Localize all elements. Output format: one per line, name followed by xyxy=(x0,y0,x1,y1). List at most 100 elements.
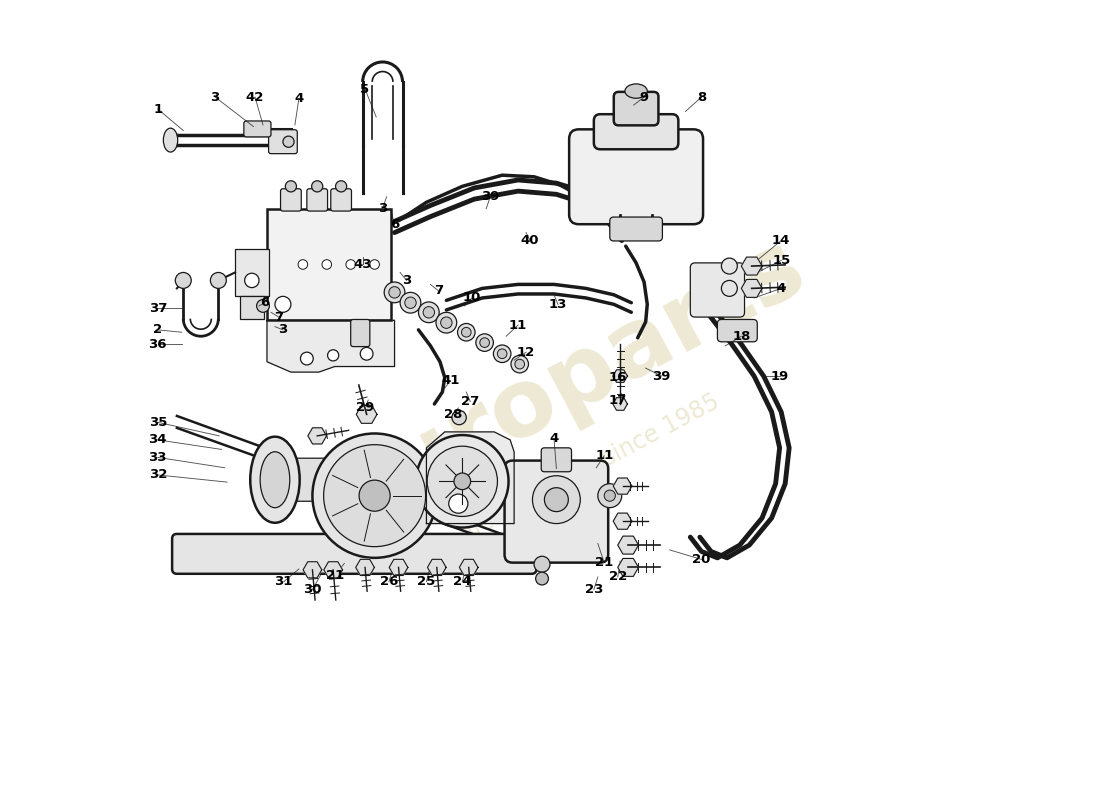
FancyBboxPatch shape xyxy=(268,130,297,154)
Text: 4: 4 xyxy=(294,92,304,105)
Circle shape xyxy=(322,260,331,270)
Text: 22: 22 xyxy=(608,570,627,583)
Circle shape xyxy=(436,312,456,333)
FancyBboxPatch shape xyxy=(717,319,757,342)
Circle shape xyxy=(494,345,510,362)
Polygon shape xyxy=(308,428,327,444)
Polygon shape xyxy=(355,559,374,575)
Circle shape xyxy=(388,286,400,298)
Circle shape xyxy=(384,282,405,302)
Circle shape xyxy=(416,435,508,527)
FancyBboxPatch shape xyxy=(280,189,301,211)
Text: 26: 26 xyxy=(379,575,398,588)
Polygon shape xyxy=(356,406,377,423)
Circle shape xyxy=(476,334,494,351)
Circle shape xyxy=(312,434,437,558)
Text: 4: 4 xyxy=(777,282,785,295)
Circle shape xyxy=(427,446,497,517)
Text: 4: 4 xyxy=(549,432,559,445)
Ellipse shape xyxy=(163,128,178,152)
Circle shape xyxy=(300,352,313,365)
Circle shape xyxy=(400,292,421,313)
Text: 21: 21 xyxy=(595,556,614,569)
FancyBboxPatch shape xyxy=(244,121,271,137)
Circle shape xyxy=(441,317,452,328)
FancyBboxPatch shape xyxy=(609,217,662,241)
Polygon shape xyxy=(304,562,322,578)
Circle shape xyxy=(359,480,390,511)
FancyBboxPatch shape xyxy=(594,114,679,150)
Text: 3: 3 xyxy=(278,323,287,336)
Text: 35: 35 xyxy=(148,416,167,429)
FancyBboxPatch shape xyxy=(240,296,264,318)
Polygon shape xyxy=(460,559,478,575)
Circle shape xyxy=(536,572,549,585)
FancyBboxPatch shape xyxy=(569,130,703,224)
Text: 40: 40 xyxy=(520,234,539,247)
Text: 27: 27 xyxy=(461,395,480,408)
Polygon shape xyxy=(613,513,631,530)
Circle shape xyxy=(328,350,339,361)
Circle shape xyxy=(298,260,308,270)
Circle shape xyxy=(275,296,290,312)
Circle shape xyxy=(175,273,191,288)
Circle shape xyxy=(515,359,525,369)
FancyBboxPatch shape xyxy=(505,461,608,562)
Ellipse shape xyxy=(260,452,289,508)
Text: 9: 9 xyxy=(639,90,649,103)
Text: 17: 17 xyxy=(608,394,627,406)
Text: 1: 1 xyxy=(153,102,163,115)
Circle shape xyxy=(452,410,466,425)
FancyBboxPatch shape xyxy=(331,189,352,211)
Text: 15: 15 xyxy=(772,254,790,267)
Circle shape xyxy=(311,181,322,192)
Circle shape xyxy=(370,260,379,270)
Text: 3: 3 xyxy=(210,90,220,103)
Circle shape xyxy=(454,473,471,490)
Text: 7: 7 xyxy=(274,310,284,323)
Text: 10: 10 xyxy=(463,291,481,305)
Text: 18: 18 xyxy=(733,330,750,342)
Polygon shape xyxy=(267,320,395,372)
Text: 2: 2 xyxy=(153,323,163,336)
Polygon shape xyxy=(613,478,631,494)
Text: 36: 36 xyxy=(148,338,167,350)
Text: 11: 11 xyxy=(509,318,527,331)
FancyBboxPatch shape xyxy=(267,209,390,320)
Circle shape xyxy=(256,299,270,312)
Text: 42: 42 xyxy=(245,90,264,103)
Text: 7: 7 xyxy=(433,284,443,298)
Circle shape xyxy=(361,347,373,360)
Circle shape xyxy=(604,490,615,502)
Circle shape xyxy=(405,297,416,309)
FancyBboxPatch shape xyxy=(351,319,370,346)
Text: 13: 13 xyxy=(549,298,568,311)
FancyBboxPatch shape xyxy=(541,448,572,472)
FancyBboxPatch shape xyxy=(307,189,328,211)
FancyBboxPatch shape xyxy=(172,534,537,574)
Text: 39: 39 xyxy=(652,370,671,382)
Circle shape xyxy=(480,338,490,347)
Text: 39: 39 xyxy=(481,190,499,203)
Polygon shape xyxy=(428,559,447,575)
Circle shape xyxy=(497,349,507,358)
Circle shape xyxy=(722,258,737,274)
Circle shape xyxy=(244,274,258,287)
Polygon shape xyxy=(741,257,762,275)
Text: 8: 8 xyxy=(696,90,706,103)
Text: 32: 32 xyxy=(148,469,167,482)
Text: 30: 30 xyxy=(304,583,321,596)
Text: 23: 23 xyxy=(585,583,603,596)
Polygon shape xyxy=(323,562,342,578)
Circle shape xyxy=(510,355,528,373)
Polygon shape xyxy=(613,398,627,410)
Circle shape xyxy=(345,260,355,270)
Text: 25: 25 xyxy=(417,575,436,588)
Circle shape xyxy=(323,445,426,546)
Text: 21: 21 xyxy=(326,569,344,582)
Text: 19: 19 xyxy=(770,370,789,382)
Text: 41: 41 xyxy=(441,374,460,387)
Text: 20: 20 xyxy=(692,553,711,566)
Circle shape xyxy=(544,488,569,512)
FancyBboxPatch shape xyxy=(271,458,378,502)
